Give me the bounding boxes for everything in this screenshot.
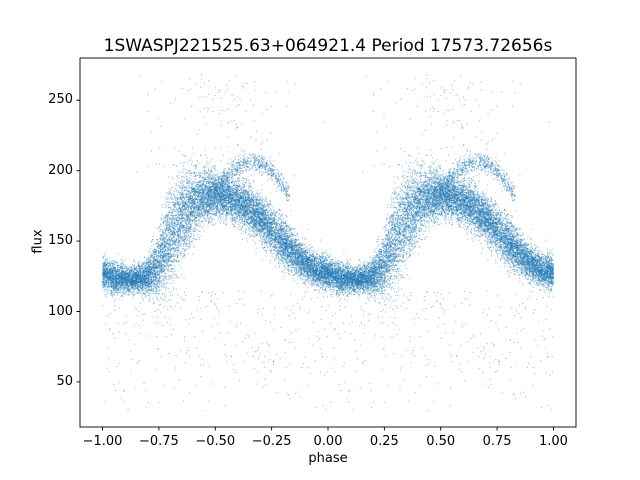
x-tick-label: 0.00 [313, 434, 343, 449]
chart-title: 1SWASPJ221525.63+064921.4 Period 17573.7… [103, 36, 553, 56]
x-tick-label: 0.75 [482, 434, 512, 449]
y-tick-label: 100 [48, 303, 73, 319]
y-tick-label: 200 [48, 162, 73, 178]
x-tick-label: 0.25 [369, 434, 399, 449]
x-tick-label: 0.50 [426, 434, 456, 449]
y-tick-label: 50 [56, 373, 73, 389]
x-tick-label: −0.25 [251, 434, 292, 449]
x-tick-label: −1.00 [82, 434, 123, 449]
y-tick-label: 250 [48, 92, 73, 108]
x-axis-label: phase [308, 451, 348, 466]
x-tick-label: −0.75 [138, 434, 179, 449]
x-tick-label: −0.50 [195, 434, 236, 449]
x-tick-label: 1.00 [538, 434, 568, 449]
y-tick-label: 150 [48, 233, 73, 249]
